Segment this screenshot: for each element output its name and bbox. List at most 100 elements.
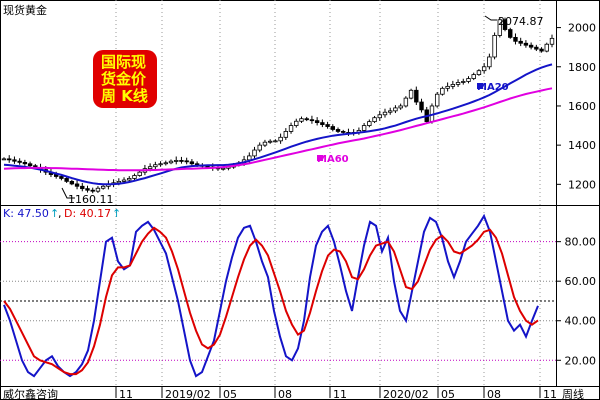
candle-body xyxy=(513,36,518,42)
x-tick-label: 05 xyxy=(223,388,237,400)
candle-body xyxy=(309,119,315,122)
candle-body xyxy=(283,131,289,138)
price-y-tick-label: 1800 xyxy=(568,61,596,74)
candle-body xyxy=(320,122,325,125)
y-tick-labels: 1200 1400 1600 1800 2000 20.00 40.00 60.00 80.00 xyxy=(556,22,597,367)
high-label: 2074.87 xyxy=(498,15,544,28)
candle-body xyxy=(445,85,450,89)
candle-body xyxy=(64,178,69,182)
candle-body xyxy=(147,166,153,170)
candle-body xyxy=(121,179,127,182)
candle-body xyxy=(528,44,534,48)
candle-body xyxy=(304,118,309,121)
candle-body xyxy=(549,37,555,45)
price-y-tick-label: 1200 xyxy=(568,178,596,191)
x-tick-label: 08 xyxy=(487,388,501,400)
candle-body xyxy=(12,159,17,162)
k-label: K: 47.50 xyxy=(3,207,49,220)
low-leader-line xyxy=(61,187,75,199)
candle-body xyxy=(518,40,523,44)
candle-body xyxy=(158,163,163,166)
candle-body xyxy=(335,129,341,132)
candle-body xyxy=(539,48,544,52)
candle-body xyxy=(184,160,189,163)
candle-body xyxy=(544,43,549,52)
title-badge xyxy=(93,50,157,108)
candle-body xyxy=(481,66,487,72)
ma60-label: MA60 xyxy=(317,154,349,165)
price-grid xyxy=(115,0,541,386)
candle-body xyxy=(361,125,367,131)
chart-title: 现货黄金 xyxy=(3,3,47,17)
candle-body xyxy=(80,185,85,190)
candle-body xyxy=(7,158,12,161)
source-label: 威尔鑫咨询 xyxy=(3,387,58,400)
low-label: 1160.11 xyxy=(68,193,114,206)
candle-body xyxy=(314,120,320,124)
candle-body xyxy=(508,29,513,38)
kd-y-tick-label: 60.00 xyxy=(565,275,597,288)
candle-body xyxy=(294,120,299,126)
candle-body xyxy=(22,161,28,165)
candle-body xyxy=(497,19,503,36)
d-label: D: 40.17 xyxy=(64,207,111,220)
price-y-tick-label: 1400 xyxy=(568,139,596,152)
ma20-marker xyxy=(477,83,483,89)
candle-body xyxy=(220,167,226,170)
candle-body xyxy=(341,131,346,133)
candle-body xyxy=(278,136,283,142)
candle-body xyxy=(1,158,7,161)
candle-body xyxy=(403,97,409,107)
candle-body xyxy=(153,164,158,168)
period-label: 周线 xyxy=(562,387,584,400)
candle-body xyxy=(85,188,90,191)
x-tick-label: 11 xyxy=(119,388,133,400)
x-tick-labels: 11 2019/02 05 08 11 2020/02 05 08 11 xyxy=(115,386,557,400)
badge-line-1: 国际现 xyxy=(101,53,146,71)
candle-body xyxy=(377,114,382,119)
candle-body xyxy=(388,110,393,113)
candle-body xyxy=(95,187,101,192)
candle-body xyxy=(487,56,492,68)
d-line xyxy=(3,226,539,376)
ma60-line xyxy=(3,87,553,172)
k-line xyxy=(3,213,539,378)
k-arrow-icon: ↑ xyxy=(50,207,59,220)
candle-body xyxy=(288,125,294,132)
candle-body xyxy=(90,189,95,192)
ma60-marker xyxy=(317,155,323,161)
badge-line-3: 周 K线 xyxy=(101,87,148,105)
x-tick-label: 2019/02 xyxy=(165,388,211,400)
x-tick-label: 2020/02 xyxy=(383,388,429,400)
candle-body xyxy=(257,144,262,151)
x-tick-label: 11 xyxy=(543,388,557,400)
candle-body xyxy=(330,126,335,130)
candle-body xyxy=(476,70,482,76)
candle-body xyxy=(17,160,22,163)
candle-body xyxy=(137,171,142,176)
ma20-line xyxy=(3,63,553,186)
candle-body xyxy=(419,101,424,111)
candle-body xyxy=(434,93,440,107)
moving-average-lines xyxy=(3,63,553,186)
candle-body xyxy=(59,176,64,179)
kd-lines xyxy=(3,213,539,378)
candle-body xyxy=(168,160,174,164)
candle-body xyxy=(440,87,445,95)
candle-body xyxy=(471,74,476,79)
price-y-tick-label: 1600 xyxy=(568,100,596,113)
x-tick-label: 05 xyxy=(441,388,455,400)
candle-body xyxy=(408,89,414,99)
candle-body xyxy=(450,84,456,87)
candle-body xyxy=(382,111,388,116)
candle-body xyxy=(466,78,471,82)
candle-body xyxy=(247,155,252,161)
candle-body xyxy=(74,183,80,187)
candle-body xyxy=(127,178,132,181)
candle-body xyxy=(100,185,106,189)
kd-y-tick-label: 40.00 xyxy=(565,315,597,328)
kd-y-tick-label: 20.00 xyxy=(565,354,597,367)
candle-body xyxy=(455,82,461,85)
candle-body xyxy=(69,180,75,185)
